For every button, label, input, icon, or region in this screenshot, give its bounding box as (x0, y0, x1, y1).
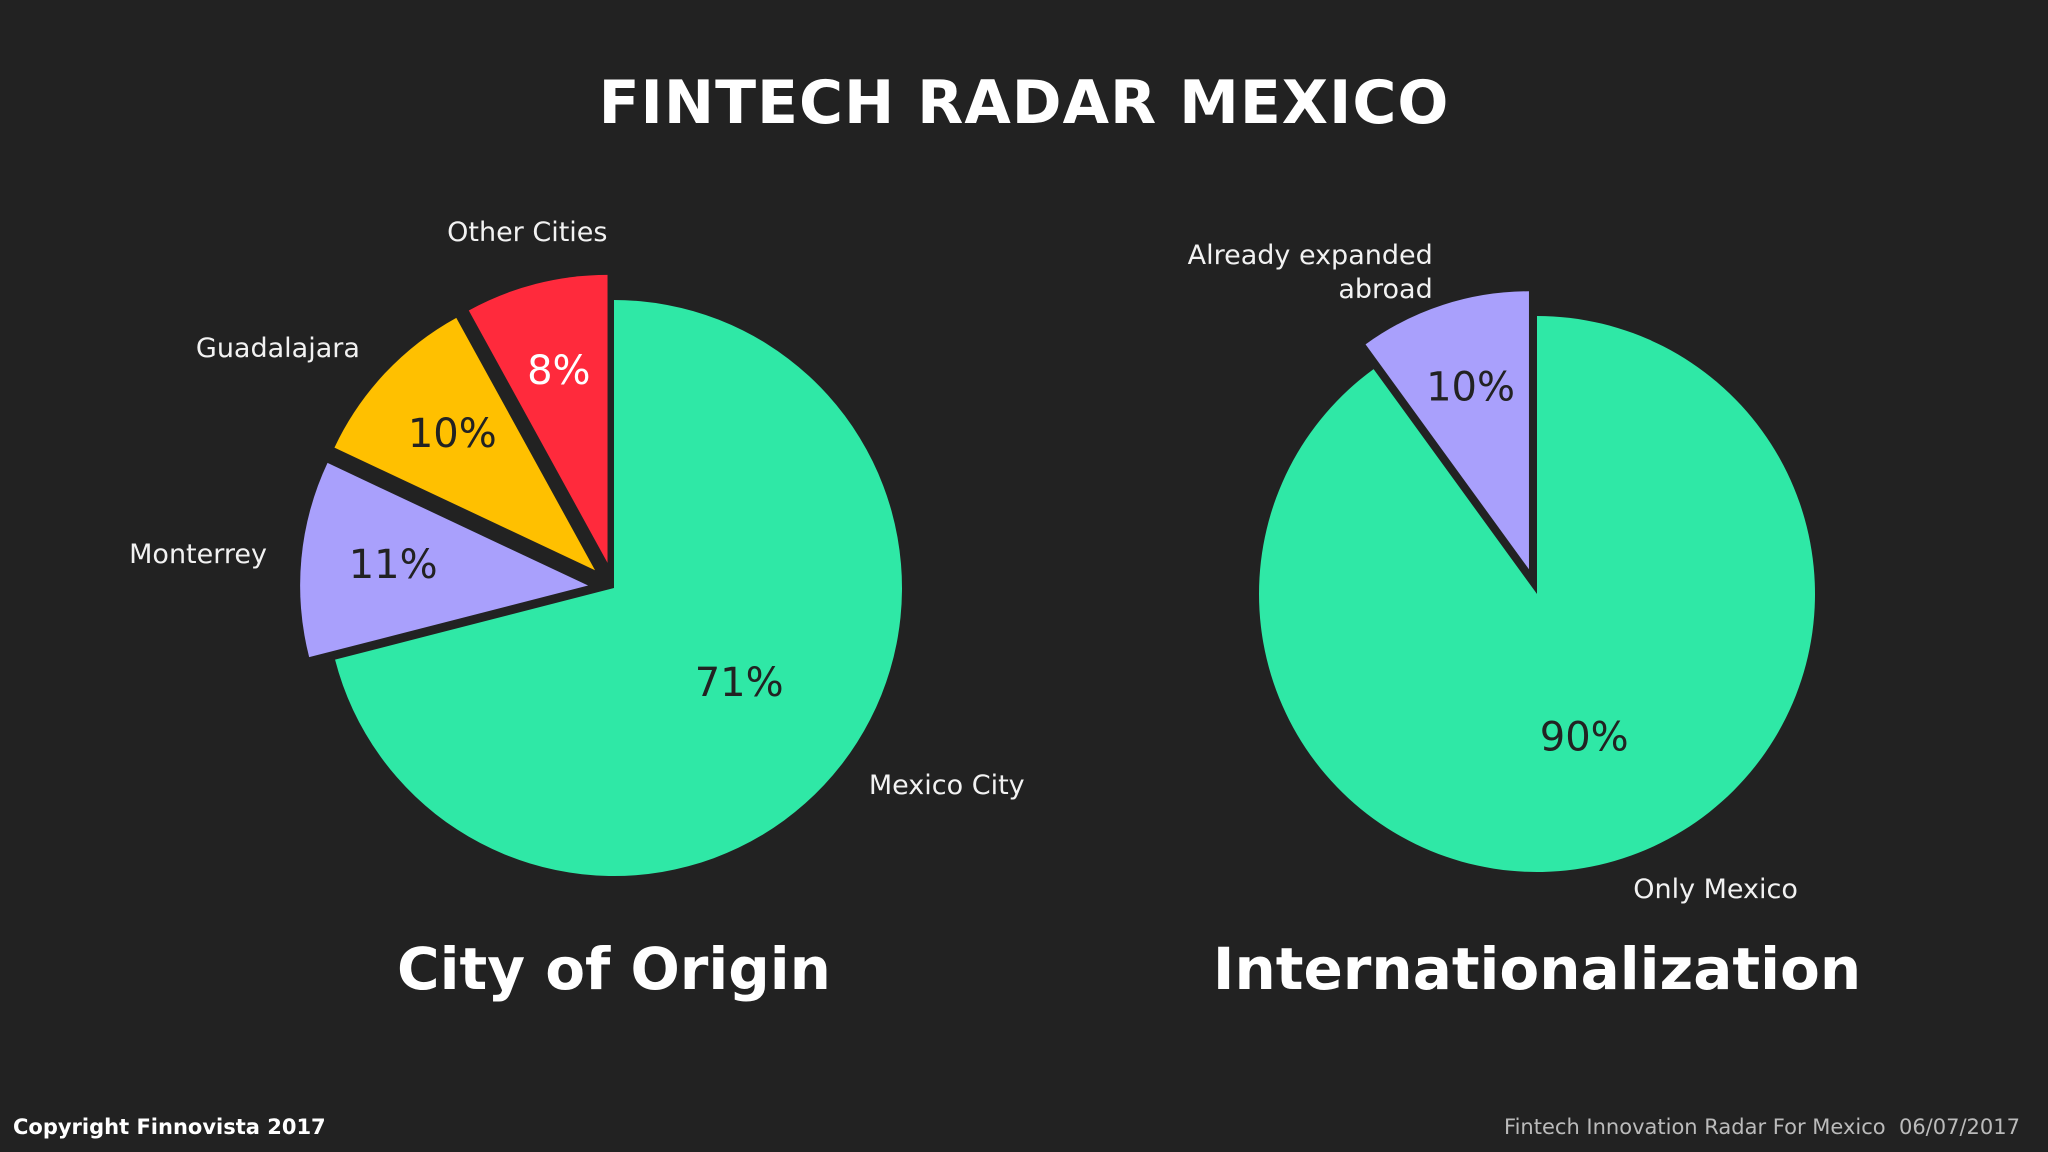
slice-label: 90% (1540, 714, 1629, 760)
pie-slice (334, 317, 596, 571)
footer-note: Fintech Innovation Radar For Mexico 06/0… (1504, 1115, 2020, 1139)
page-title: FINTECH RADAR MEXICO (598, 68, 1450, 138)
pie-slice (468, 274, 608, 563)
slice-label: 10% (408, 411, 497, 457)
category-label: Monterrey (129, 539, 267, 571)
slice-label: 8% (527, 348, 590, 394)
category-label: Mexico City (868, 769, 1025, 801)
slice-label: 11% (349, 542, 438, 588)
category-label: Already expanded abroad (1187, 240, 1433, 306)
pie-slice (1258, 316, 1816, 872)
pie-slice (335, 300, 902, 876)
slice-label: 71% (695, 660, 784, 706)
chart-title: Internationalization (1212, 935, 1862, 1003)
pie-slice (1365, 291, 1529, 570)
chart-title: City of Origin (397, 935, 831, 1003)
category-label: Other Cities (447, 217, 608, 249)
category-label: Only Mexico (1633, 874, 1798, 906)
category-label: Guadalajara (195, 333, 360, 365)
slice-label: 10% (1426, 364, 1515, 410)
pie-slice (300, 462, 589, 658)
copyright: Copyright Finnovista 2017 (13, 1115, 326, 1139)
